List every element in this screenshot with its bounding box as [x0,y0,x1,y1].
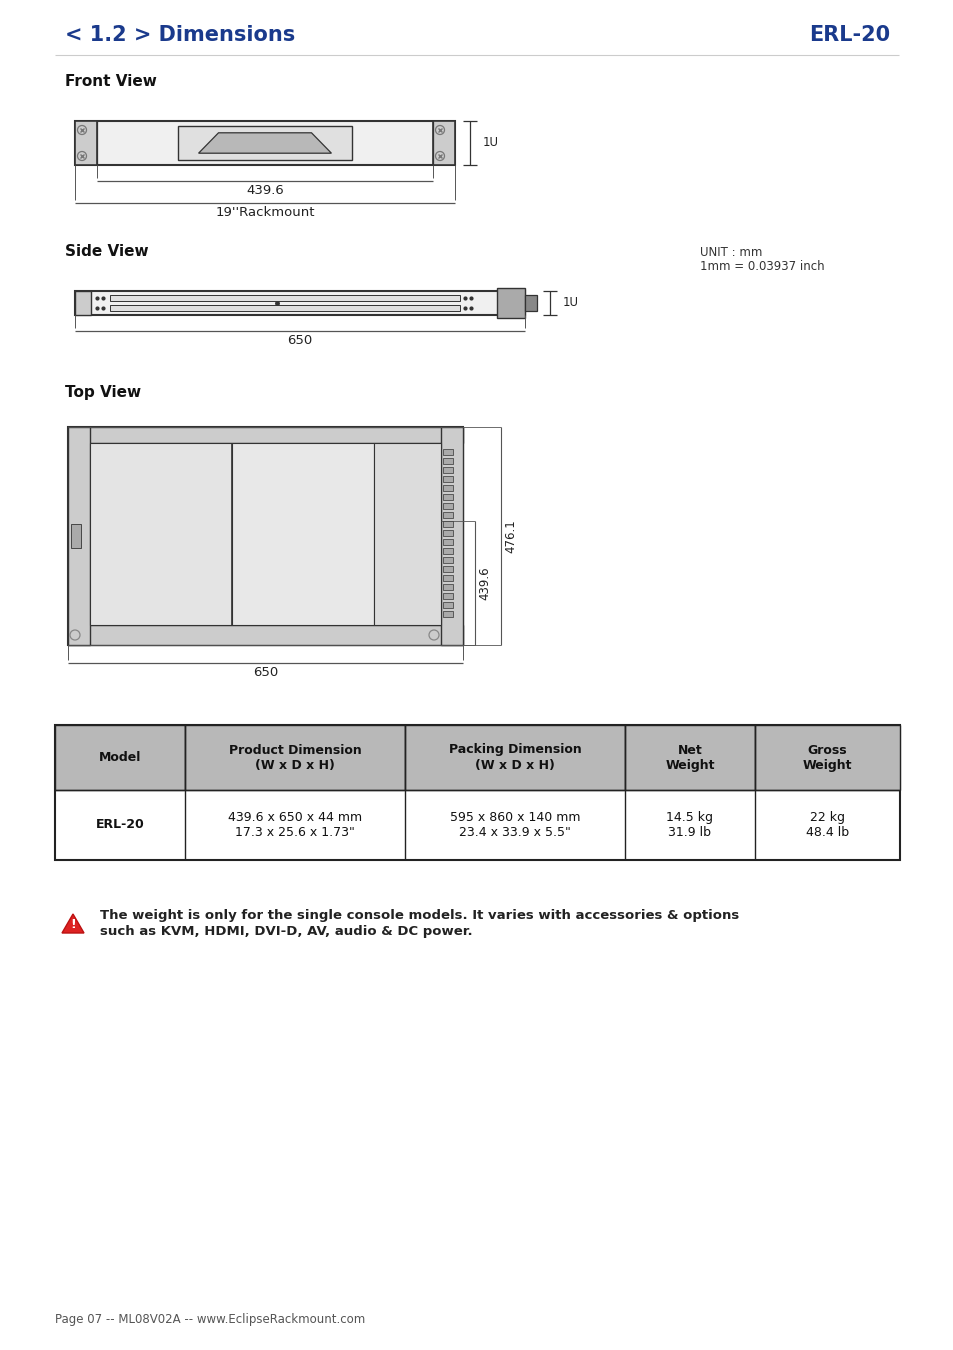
FancyBboxPatch shape [442,539,453,545]
FancyBboxPatch shape [442,504,453,509]
Text: 595 x 860 x 140 mm
23.4 x 33.9 x 5.5": 595 x 860 x 140 mm 23.4 x 33.9 x 5.5" [449,811,579,838]
FancyBboxPatch shape [624,725,754,790]
FancyBboxPatch shape [442,485,453,491]
FancyBboxPatch shape [68,427,462,645]
FancyBboxPatch shape [442,531,453,536]
Text: Side View: Side View [65,244,149,259]
Text: Model: Model [99,751,141,764]
Text: 22 kg
48.4 lb: 22 kg 48.4 lb [805,811,848,838]
Text: 439.6: 439.6 [478,566,491,599]
Text: UNIT : mm: UNIT : mm [700,246,761,258]
FancyBboxPatch shape [433,122,455,165]
FancyBboxPatch shape [110,296,459,301]
FancyBboxPatch shape [440,427,462,645]
Text: 1U: 1U [562,297,578,309]
Text: 650: 650 [253,667,278,679]
FancyBboxPatch shape [442,458,453,464]
FancyBboxPatch shape [442,593,453,599]
FancyBboxPatch shape [442,494,453,499]
Polygon shape [198,132,331,153]
FancyBboxPatch shape [524,296,537,310]
FancyBboxPatch shape [442,585,453,590]
Text: !: ! [71,918,76,932]
FancyBboxPatch shape [90,443,232,625]
Text: 439.6: 439.6 [246,184,284,197]
FancyBboxPatch shape [55,725,185,790]
Text: Packing Dimension
(W x D x H): Packing Dimension (W x D x H) [448,744,580,771]
Text: 476.1: 476.1 [504,520,517,554]
Text: Page 07 -- ML08V02A -- www.EclipseRackmount.com: Page 07 -- ML08V02A -- www.EclipseRackmo… [55,1314,365,1327]
FancyBboxPatch shape [442,558,453,563]
Text: Top View: Top View [65,385,141,400]
Text: Front View: Front View [65,74,156,89]
Text: Product Dimension
(W x D x H): Product Dimension (W x D x H) [229,744,361,771]
FancyBboxPatch shape [442,566,453,572]
FancyBboxPatch shape [442,575,453,580]
Text: ERL-20: ERL-20 [95,818,144,832]
FancyBboxPatch shape [68,625,462,645]
FancyBboxPatch shape [442,512,453,518]
FancyBboxPatch shape [55,725,899,860]
FancyBboxPatch shape [75,122,455,165]
FancyBboxPatch shape [442,467,453,472]
FancyBboxPatch shape [68,427,462,443]
Polygon shape [62,914,84,933]
FancyBboxPatch shape [405,725,624,790]
FancyBboxPatch shape [442,521,453,526]
FancyBboxPatch shape [442,548,453,554]
FancyBboxPatch shape [442,450,453,455]
FancyBboxPatch shape [374,443,440,625]
FancyBboxPatch shape [442,602,453,608]
FancyBboxPatch shape [177,126,352,161]
Text: 19''Rackmount: 19''Rackmount [215,207,314,220]
Text: < 1.2 > Dimensions: < 1.2 > Dimensions [65,26,294,45]
FancyBboxPatch shape [185,725,405,790]
Text: 1mm = 0.03937 inch: 1mm = 0.03937 inch [700,261,823,274]
Text: 1U: 1U [482,136,498,150]
Text: The weight is only for the single console models. It varies with accessories & o: The weight is only for the single consol… [100,909,739,922]
FancyBboxPatch shape [232,443,374,625]
FancyBboxPatch shape [442,477,453,482]
Text: 14.5 kg
31.9 lb: 14.5 kg 31.9 lb [666,811,713,838]
Text: 439.6 x 650 x 44 mm
17.3 x 25.6 x 1.73": 439.6 x 650 x 44 mm 17.3 x 25.6 x 1.73" [228,811,362,838]
Text: Gross
Weight: Gross Weight [801,744,851,771]
FancyBboxPatch shape [497,288,524,319]
FancyBboxPatch shape [754,725,899,790]
FancyBboxPatch shape [75,292,524,315]
FancyBboxPatch shape [75,122,97,165]
FancyBboxPatch shape [75,292,91,315]
Text: 650: 650 [287,333,313,347]
FancyBboxPatch shape [442,612,453,617]
Text: ERL-20: ERL-20 [808,26,889,45]
FancyBboxPatch shape [110,305,459,310]
Text: such as KVM, HDMI, DVI-D, AV, audio & DC power.: such as KVM, HDMI, DVI-D, AV, audio & DC… [100,926,472,938]
Text: Net
Weight: Net Weight [664,744,714,771]
FancyBboxPatch shape [71,524,81,548]
FancyBboxPatch shape [68,427,90,645]
